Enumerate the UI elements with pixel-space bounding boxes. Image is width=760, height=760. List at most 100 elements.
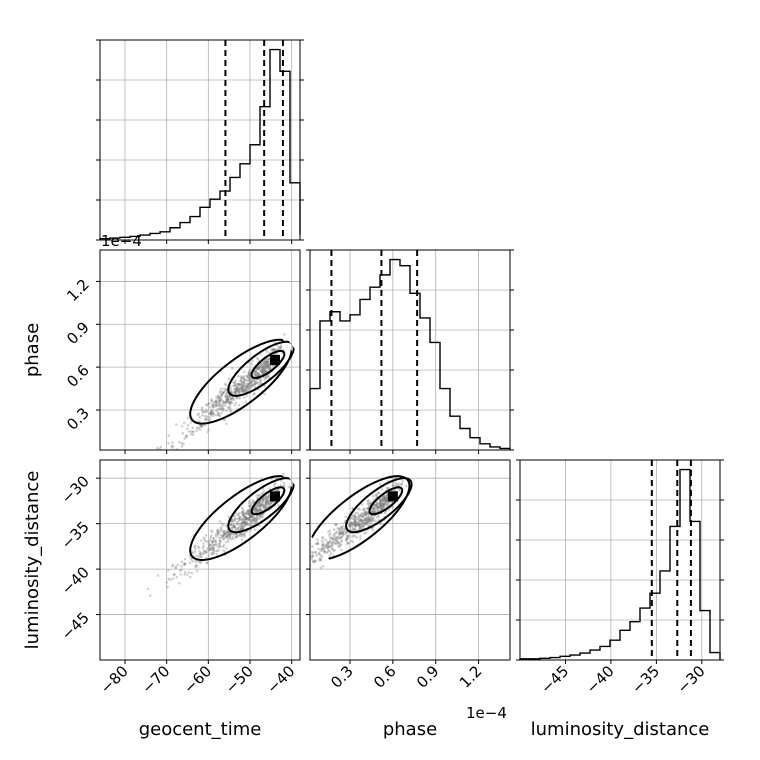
sample-point [211, 406, 215, 409]
sample-point [258, 379, 262, 383]
sample-point [218, 398, 221, 402]
sample-point [220, 394, 223, 398]
sample-point [266, 501, 269, 504]
sample-point [220, 393, 223, 397]
sample-point [244, 517, 247, 521]
sample-point [214, 403, 218, 406]
sample-point [400, 482, 403, 486]
sample-point [262, 498, 265, 501]
sample-point [160, 451, 163, 454]
sample-point [247, 382, 250, 386]
sample-point [242, 520, 245, 524]
sample-point [242, 509, 245, 513]
sample-point [190, 557, 193, 561]
sample-point [242, 532, 246, 536]
sample-point [222, 533, 226, 536]
sample-point [369, 519, 373, 523]
sample-point [257, 373, 260, 377]
sample-point [355, 536, 359, 539]
sample-point [240, 387, 243, 391]
sample-point [340, 526, 344, 530]
sample-point [236, 374, 240, 378]
sample-point [375, 503, 379, 506]
sample-point [349, 522, 353, 525]
sample-point [236, 382, 240, 386]
sample-point [226, 398, 229, 402]
sample-point [195, 429, 198, 433]
sample-point [342, 532, 346, 536]
sample-point [253, 373, 257, 377]
sample-point [222, 537, 225, 541]
sample-point [232, 525, 235, 529]
sample-point [232, 537, 235, 541]
sample-point [362, 524, 365, 527]
sample-point [391, 484, 394, 488]
sample-point [383, 496, 387, 500]
sample-point [325, 546, 329, 549]
sample-point [261, 502, 265, 505]
sample-point [225, 401, 228, 405]
sample-point [226, 530, 230, 534]
sample-point [225, 395, 229, 399]
sample-point [353, 513, 356, 517]
y-axis-label-luminosity_distance: luminosity_distance [22, 471, 43, 650]
sample-point [237, 382, 240, 386]
sample-point [255, 381, 259, 385]
sample-point [348, 524, 352, 528]
sample-point [232, 388, 236, 391]
sample-point [240, 534, 244, 538]
y-tick-label: −40 [58, 563, 93, 598]
sample-point [244, 521, 248, 525]
sample-point [354, 523, 358, 527]
sample-point [241, 512, 244, 515]
panel-hist-phase [306, 249, 514, 454]
histogram-phase [309, 258, 511, 450]
sample-point [244, 517, 248, 521]
sample-point [257, 366, 260, 369]
sample-point [199, 554, 203, 558]
sample-point [262, 370, 266, 374]
sample-point [249, 384, 253, 388]
sample-point [245, 517, 248, 521]
sample-point [205, 410, 209, 413]
sample-point [238, 532, 242, 535]
sample-point [264, 505, 267, 509]
sample-point [361, 519, 365, 523]
sample-point [260, 502, 263, 506]
sample-point [384, 500, 387, 503]
sample-point [205, 418, 208, 422]
sample-point [218, 414, 222, 418]
sample-point [247, 388, 251, 392]
sample-point [363, 509, 366, 512]
sample-point [222, 537, 225, 541]
sample-point [238, 397, 241, 400]
sample-point [234, 401, 238, 405]
sample-point [269, 586, 272, 589]
sample-point [214, 413, 217, 417]
sample-point [183, 563, 186, 567]
sample-point [336, 540, 340, 544]
sample-point [238, 604, 241, 607]
sample-point [328, 549, 331, 553]
sample-point [322, 547, 326, 550]
sample-point [340, 531, 343, 534]
sample-point [202, 536, 206, 540]
sample-point [195, 554, 199, 557]
sample-point [220, 522, 224, 525]
sample-point [216, 530, 220, 533]
sample-point [219, 528, 223, 532]
sample-point [217, 407, 221, 411]
sample-point [244, 516, 248, 520]
sample-point [350, 539, 354, 543]
sample-point [367, 499, 370, 503]
sample-point [205, 417, 209, 421]
sample-point [228, 401, 231, 405]
sample-point [255, 517, 259, 521]
sample-point [371, 510, 374, 514]
sample-point [210, 551, 213, 555]
sample-point [221, 409, 225, 413]
sample-point [386, 486, 390, 490]
sample-point [373, 519, 377, 522]
sample-point [241, 385, 244, 388]
